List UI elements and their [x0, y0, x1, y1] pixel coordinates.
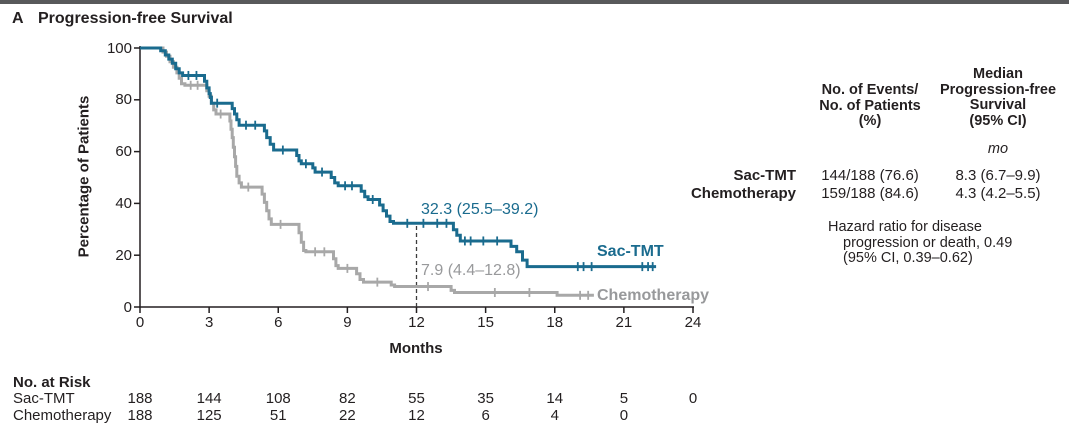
at-risk-value: 108	[265, 390, 291, 407]
landmark-annotation-chemotherapy: 7.9 (4.4–12.8)	[421, 262, 521, 279]
km-curve-sac-tmt	[140, 46, 657, 269]
at-risk-value: 35	[477, 390, 494, 407]
y-tick-label: 100	[106, 39, 132, 57]
at-risk-value: 12	[408, 407, 425, 424]
x-tick-label: 15	[477, 314, 494, 331]
x-tick-label: 21	[615, 314, 633, 331]
landmark-annotation-sac-tmt: 32.3 (25.5–39.2)	[421, 201, 539, 218]
stats-col2-header-line: Survival	[969, 97, 1027, 113]
stats-row-label-chemotherapy: Chemotherapy	[690, 185, 796, 202]
at-risk-value: 6	[481, 407, 490, 424]
stats-events-sac-tmt: 144/188 (76.6)	[821, 167, 919, 184]
at-risk-value: 5	[619, 390, 629, 407]
x-axis-label: Months	[389, 340, 443, 357]
at-risk-value: 0	[688, 390, 698, 407]
stats-col2-header-line: Progression-free	[939, 81, 1057, 98]
x-tick-label: 9	[343, 314, 352, 331]
y-tick-label: 40	[115, 194, 132, 212]
hazard-ratio-note: Hazard ratio for disease progression or …	[828, 219, 1013, 267]
curve-label-sac-tmt: Sac-TMT	[597, 243, 664, 260]
panel-label: A	[12, 10, 24, 27]
hazard-ratio-line: Hazard ratio for disease	[828, 219, 982, 235]
x-tick-label: 12	[408, 314, 425, 331]
at-risk-title: No. at Risk	[13, 374, 91, 391]
hazard-ratio-line: progression or death, 0.49	[843, 234, 1013, 251]
y-tick-label: 80	[115, 91, 132, 109]
at-risk-row-label-chemotherapy: Chemotherapy	[13, 407, 112, 424]
x-tick-label: 24	[684, 314, 702, 331]
stats-col2-header-line: (95% CI)	[969, 112, 1027, 129]
at-risk-value: 144	[196, 390, 222, 407]
hazard-ratio-line: (95% CI, 0.39–0.62)	[843, 250, 973, 266]
x-tick-label: 18	[546, 314, 564, 331]
at-risk-value: 55	[408, 390, 425, 407]
at-risk-value: 51	[269, 407, 287, 424]
at-risk-value: 188	[127, 390, 153, 407]
x-tick-label: 0	[135, 314, 145, 331]
stats-col1-header: No. of Events/ No. of Patients (%)	[795, 82, 945, 130]
at-risk-value: 14	[546, 390, 564, 407]
stats-col1-header-line: (%)	[858, 113, 882, 129]
at-risk-value: 82	[339, 390, 356, 407]
stats-col1-header-line: No. of Events/	[821, 82, 919, 98]
stats-col2-header: Median Progression-free Survival (95% CI…	[928, 66, 1068, 129]
at-risk-value: 125	[196, 407, 222, 424]
stats-unit-mo: mo	[987, 141, 1009, 157]
stats-events-chemotherapy: 159/188 (84.6)	[821, 185, 919, 202]
stats-median-sac-tmt: 8.3 (6.7–9.9)	[955, 167, 1041, 184]
at-risk-value: 22	[339, 407, 356, 424]
curve-label-chemotherapy: Chemotherapy	[597, 287, 710, 304]
stats-col1-header-line: No. of Patients	[819, 97, 921, 114]
km-curve-chemotherapy	[140, 46, 594, 297]
stats-col2-header-line: Median	[973, 66, 1023, 82]
at-risk-value: 0	[619, 407, 629, 424]
at-risk-row-label-sac-tmt: Sac-TMT	[13, 390, 75, 407]
at-risk-value: 188	[127, 407, 153, 424]
stats-median-chemotherapy: 4.3 (4.2–5.5)	[955, 185, 1041, 202]
y-tick-label: 0	[123, 298, 132, 316]
figure-title: Progression-free Survival	[38, 10, 233, 27]
x-tick-label: 6	[274, 314, 283, 331]
x-tick-label: 3	[204, 314, 214, 331]
y-tick-label: 20	[115, 246, 132, 264]
at-risk-value: 4	[550, 407, 559, 424]
stats-row-label-sac-tmt: Sac-TMT	[733, 167, 796, 184]
y-tick-label: 60	[115, 143, 132, 161]
top-rule	[0, 0, 1069, 4]
